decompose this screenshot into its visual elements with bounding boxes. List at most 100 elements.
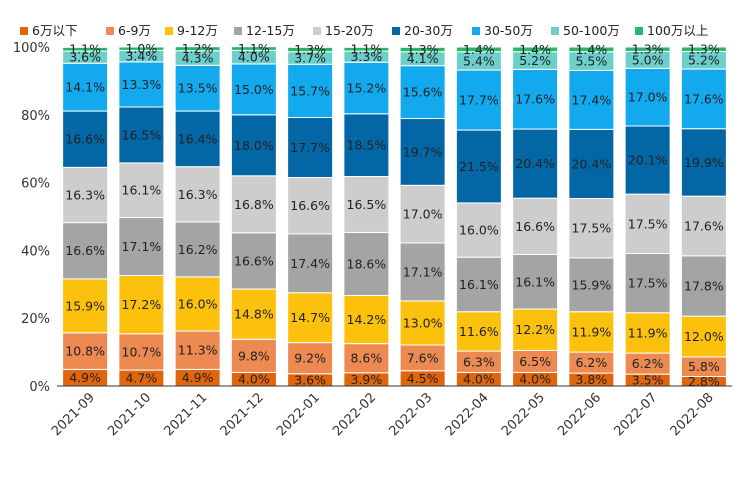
data-label: 4.3%: [182, 51, 214, 66]
data-label: 19.7%: [403, 144, 443, 159]
bar-segment: [118, 162, 165, 219]
bar-segment: [174, 64, 221, 112]
data-label: 17.0%: [403, 207, 443, 222]
data-label: 6.2%: [575, 355, 607, 370]
bar-segment: [174, 166, 221, 223]
x-tick-label: 2021-09: [49, 390, 98, 439]
legend-swatch: [472, 27, 480, 35]
data-label: 16.8%: [234, 197, 274, 212]
legend-label: 20-30万: [404, 23, 453, 38]
bar-segment: [343, 113, 390, 177]
bar-segment: [680, 255, 727, 317]
data-label: 16.6%: [65, 132, 105, 147]
data-label: 3.3%: [350, 49, 382, 64]
bar-segment: [174, 276, 221, 332]
data-label: 18.6%: [347, 256, 387, 271]
data-label: 17.1%: [403, 264, 443, 279]
data-label: 21.5%: [459, 159, 499, 174]
bar-segment: [287, 46, 334, 53]
legend-label: 50-100万: [563, 23, 620, 38]
bar-segment: [512, 253, 559, 310]
legend-swatch: [165, 27, 173, 35]
bar-segment: [174, 46, 221, 52]
bar-segment: [399, 344, 446, 372]
bar-segment: [399, 46, 446, 53]
data-label: 11.3%: [178, 343, 218, 358]
data-label: 5.2%: [519, 53, 551, 68]
data-label: 11.9%: [572, 324, 612, 339]
data-label: 1.2%: [182, 41, 214, 56]
data-label: 1.1%: [238, 41, 270, 56]
data-label: 17.0%: [628, 90, 668, 105]
bar-segment: [230, 338, 277, 373]
data-label: 13.3%: [122, 77, 162, 92]
data-label: 16.3%: [65, 187, 105, 202]
data-label: 16.3%: [178, 187, 218, 202]
legend-label: 6-9万: [118, 23, 151, 38]
data-label: 17.1%: [122, 239, 162, 254]
bar-segment: [455, 202, 502, 258]
data-label: 1.4%: [519, 42, 551, 57]
bar-segment: [568, 198, 615, 259]
data-label: 18.0%: [234, 138, 274, 153]
legend-label: 6万以下: [32, 23, 77, 38]
bar-segment: [287, 233, 334, 294]
legend-swatch: [551, 27, 559, 35]
bar-segment: [624, 125, 671, 195]
legend-swatch: [313, 27, 321, 35]
y-tick-label: 80%: [21, 109, 50, 124]
x-tick-label: 2022-02: [330, 390, 379, 439]
bar-segment: [118, 333, 165, 371]
x-tick-label: 2022-01: [274, 390, 323, 439]
bar-segment: [512, 197, 559, 255]
bar-segment: [343, 175, 390, 233]
data-label: 18.5%: [347, 138, 387, 153]
data-label: 15.6%: [403, 85, 443, 100]
x-tick-label: 2022-08: [668, 390, 717, 439]
data-label: 16.1%: [122, 183, 162, 198]
data-label: 3.4%: [125, 49, 157, 64]
data-label: 3.6%: [69, 50, 101, 65]
legend-swatch: [20, 27, 28, 35]
bar-segment: [287, 63, 334, 119]
bar-segment: [343, 46, 390, 52]
data-label: 20.1%: [628, 153, 668, 168]
legend-label: 9-12万: [177, 23, 218, 38]
legend: 6万以下 6-9万 9-12万 12-15万 15-20万 20-30万 30-50万 50-…: [20, 23, 708, 38]
data-label: 6.2%: [632, 356, 664, 371]
bar-segment: [343, 343, 390, 374]
data-label: 1.4%: [575, 42, 607, 57]
bar-segment: [62, 110, 109, 168]
x-tick-label: 2022-06: [555, 390, 604, 439]
data-label: 12.0%: [684, 329, 724, 344]
data-label: 17.4%: [290, 256, 330, 271]
data-label: 16.6%: [515, 219, 555, 234]
bar-segment: [230, 114, 277, 177]
data-label: 5.2%: [688, 53, 720, 68]
bar-segment: [680, 195, 727, 257]
data-label: 13.5%: [178, 81, 218, 96]
x-axis: 2021-09 2021-10 2021-11 2021-12 2022-01 2022-…: [49, 385, 732, 439]
data-label: 4.0%: [238, 50, 270, 65]
data-label: 4.1%: [407, 51, 439, 66]
data-label: 14.1%: [65, 80, 105, 95]
data-label: 17.2%: [122, 297, 162, 312]
data-label: 5.5%: [575, 54, 607, 69]
data-label: 1.3%: [407, 42, 439, 57]
bar-segment: [512, 308, 559, 351]
data-label: 14.8%: [234, 307, 274, 322]
x-tick-label: 2022-03: [386, 390, 435, 439]
bar-segment: [624, 67, 671, 127]
data-label: 4.0%: [463, 372, 495, 387]
data-label: 1.0%: [125, 41, 157, 56]
x-tick-label: 2021-10: [105, 390, 154, 439]
bar-segment: [512, 68, 559, 130]
legend-swatch: [392, 27, 400, 35]
data-label: 19.9%: [684, 155, 724, 170]
x-tick-label: 2021-11: [161, 390, 210, 439]
data-label: 4.0%: [238, 372, 270, 387]
data-label: 15.7%: [290, 83, 330, 98]
data-label: 3.9%: [350, 372, 382, 387]
data-label: 17.5%: [628, 276, 668, 291]
